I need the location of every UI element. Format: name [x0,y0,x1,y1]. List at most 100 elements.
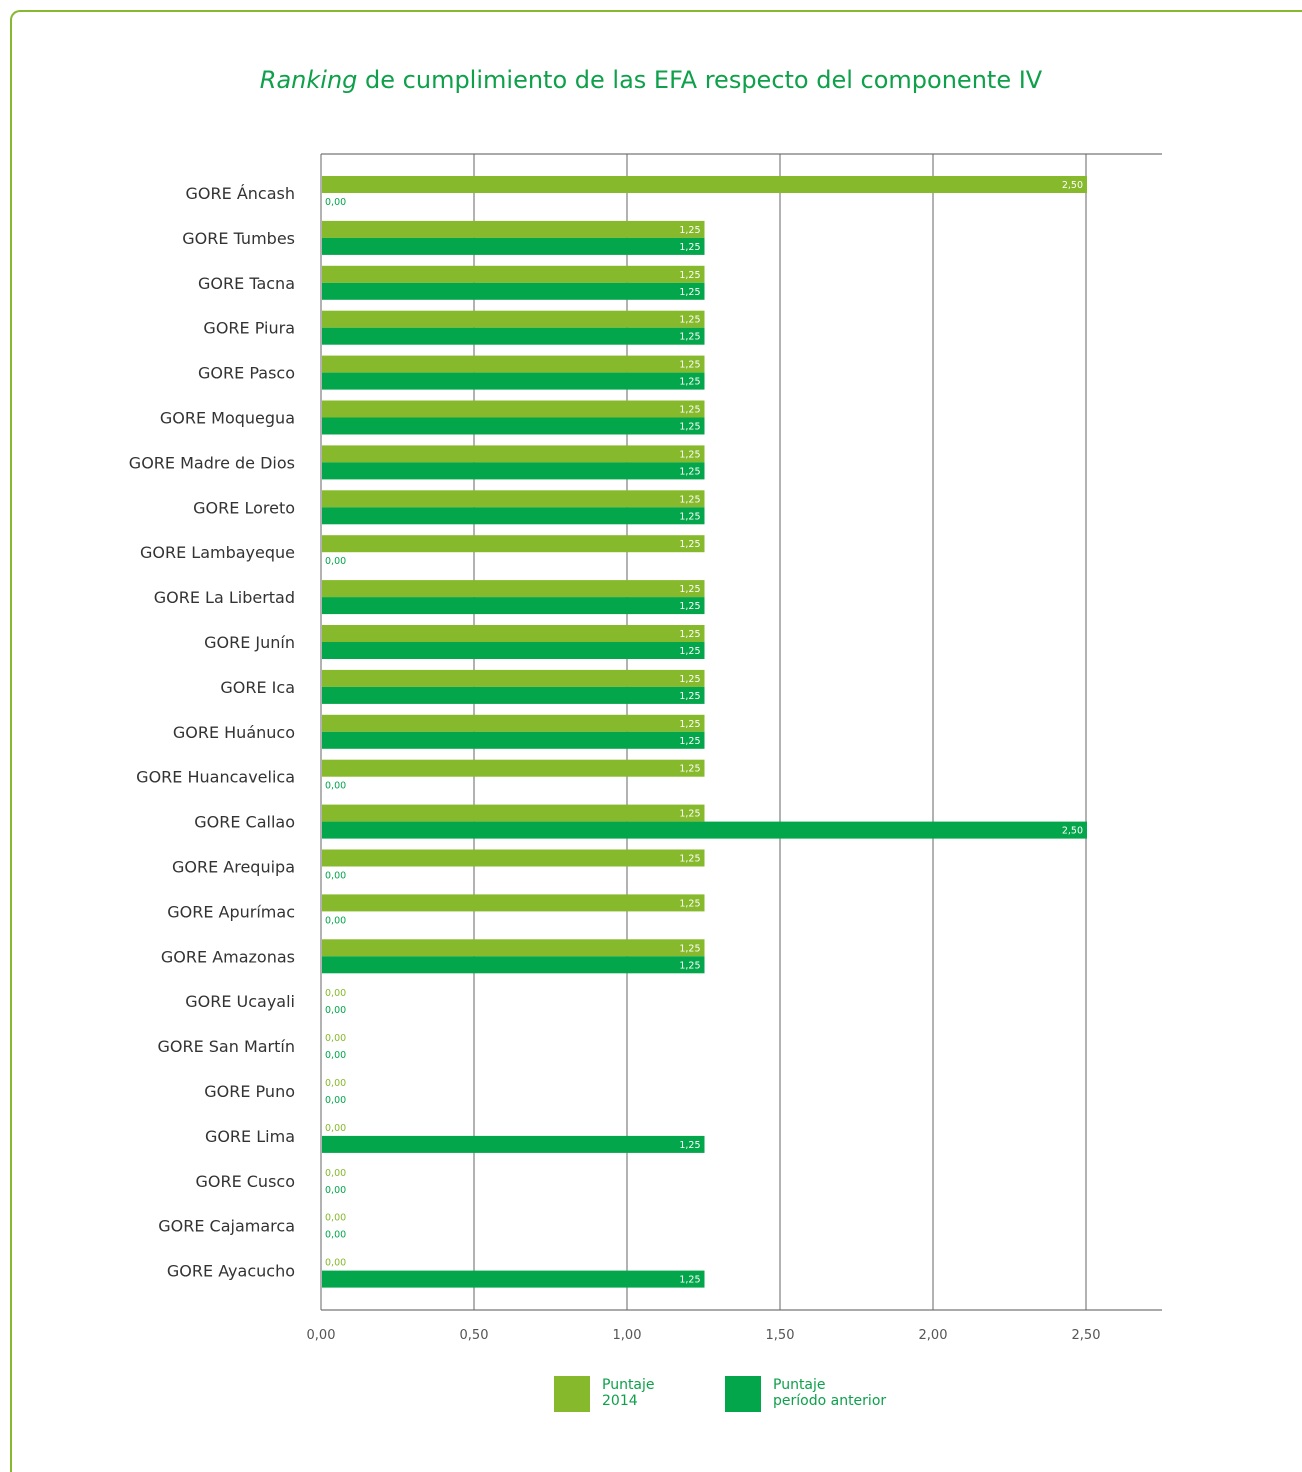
data-label-s2: 1,25 [679,1140,700,1151]
bar-s1 [322,669,705,687]
chart-title-italic: Ranking [259,66,358,94]
legend-label-anterior: Puntaje período anterior [773,1377,887,1409]
data-label-s1: 1,25 [679,719,700,730]
bar-s1 [322,445,705,463]
data-label-s1: 1,25 [679,270,700,281]
data-label-s1: 0,00 [325,1033,346,1044]
bar-s2 [322,507,705,525]
data-label-s2: 1,25 [679,511,700,522]
bar-s1 [322,176,1087,193]
category-label: GORE San Martín [157,1037,295,1056]
data-label-s1: 0,00 [325,1123,346,1134]
category-label: GORE Áncash [186,184,295,203]
data-label-s2: 1,25 [679,287,700,298]
data-label-s1: 1,25 [679,405,700,416]
category-label: GORE Piura [203,319,295,338]
chart-title-rest: de cumplimiento de las EFA respecto del … [357,66,1043,94]
data-label-s1: 1,25 [679,629,700,640]
data-label-s1: 1,25 [679,539,700,550]
data-label-s2: 0,00 [325,1005,346,1016]
bar-s1 [322,939,705,957]
category-label: GORE Madre de Dios [129,453,295,472]
data-label-s2: 1,25 [679,1275,700,1286]
bar-s2 [322,462,705,480]
data-label-s1: 1,25 [679,898,700,909]
data-label-s2: 0,00 [325,1095,346,1106]
category-label: GORE Ica [220,678,295,697]
bar-s1 [322,759,705,777]
data-label-s1: 1,25 [679,225,700,236]
data-label-s2: 1,25 [679,691,700,702]
category-label: GORE Ucayali [185,992,295,1011]
bar-s2 [322,956,705,974]
data-label-s1: 1,25 [679,449,700,460]
data-label-s2: 1,25 [679,332,700,343]
data-label-s2: 0,00 [325,781,346,792]
data-label-s2: 0,00 [325,197,346,208]
bar-s2 [322,1135,705,1153]
data-label-s2: 1,25 [679,601,700,612]
category-label: GORE Lima [205,1127,295,1146]
data-label-s1: 1,25 [679,584,700,595]
x-tick-label: 2,50 [1072,1328,1101,1343]
bar-s1 [322,714,705,732]
data-label-s1: 0,00 [325,988,346,999]
category-label: GORE La Libertad [154,588,295,607]
category-label: GORE Moquegua [160,409,295,428]
category-label: GORE Arequipa [172,858,295,877]
bar-s1 [322,265,705,283]
data-label-s2: 2,50 [1062,826,1083,837]
legend-label-2014: Puntaje 2014 [602,1377,655,1409]
data-label-s2: 0,00 [325,915,346,926]
category-label: GORE Tacna [198,274,295,293]
category-label: GORE Junín [204,633,295,652]
data-label-s1: 1,25 [679,809,700,820]
bar-s1 [322,580,705,598]
bar-s2 [322,686,705,704]
bar-s1 [322,355,705,373]
category-label: GORE Tumbes [182,229,295,248]
category-label: GORE Amazonas [161,947,295,966]
category-label: GORE Pasco [198,364,295,383]
bar-s1 [322,310,705,328]
bar-s1 [322,535,705,553]
data-label-s1: 1,25 [679,854,700,865]
data-label-s1: 0,00 [325,1213,346,1224]
x-tick-label: 0,00 [307,1328,336,1343]
bar-s2 [322,327,705,345]
legend-swatch-2014 [554,1376,590,1412]
x-tick-label: 0,50 [460,1328,489,1343]
data-label-s1: 1,25 [679,315,700,326]
data-label-s1: 0,00 [325,1258,346,1269]
data-label-s1: 1,25 [679,494,700,505]
data-label-s1: 2,50 [1062,180,1083,191]
category-label: GORE Huancavelica [136,768,295,787]
x-tick-label: 2,00 [919,1328,948,1343]
category-label: GORE Loreto [193,498,295,517]
bar-s2 [322,597,705,615]
x-tick-label: 1,50 [766,1328,795,1343]
x-tick-label: 1,00 [613,1328,642,1343]
data-label-s2: 1,25 [679,242,700,253]
data-label-s2: 0,00 [325,871,346,882]
data-label-s2: 1,25 [679,646,700,657]
category-label: GORE Cusco [195,1172,295,1191]
data-label-s2: 0,00 [325,1050,346,1061]
data-label-s2: 1,25 [679,736,700,747]
bar-s2 [322,372,705,390]
data-label-s2: 1,25 [679,960,700,971]
bar-s2 [322,731,705,749]
bar-s2 [322,642,705,659]
data-label-s1: 1,25 [679,360,700,371]
bar-s2 [322,417,705,435]
data-label-s1: 1,25 [679,764,700,775]
data-label-s2: 0,00 [325,556,346,567]
data-label-s1: 1,25 [679,943,700,954]
category-label: GORE Cajamarca [158,1217,295,1236]
chart-title: Ranking de cumplimiento de las EFA respe… [0,66,1302,94]
data-label-s1: 1,25 [679,674,700,685]
bar-s1 [322,849,705,867]
category-label: GORE Callao [194,813,295,832]
category-label: GORE Lambayeque [140,543,295,562]
